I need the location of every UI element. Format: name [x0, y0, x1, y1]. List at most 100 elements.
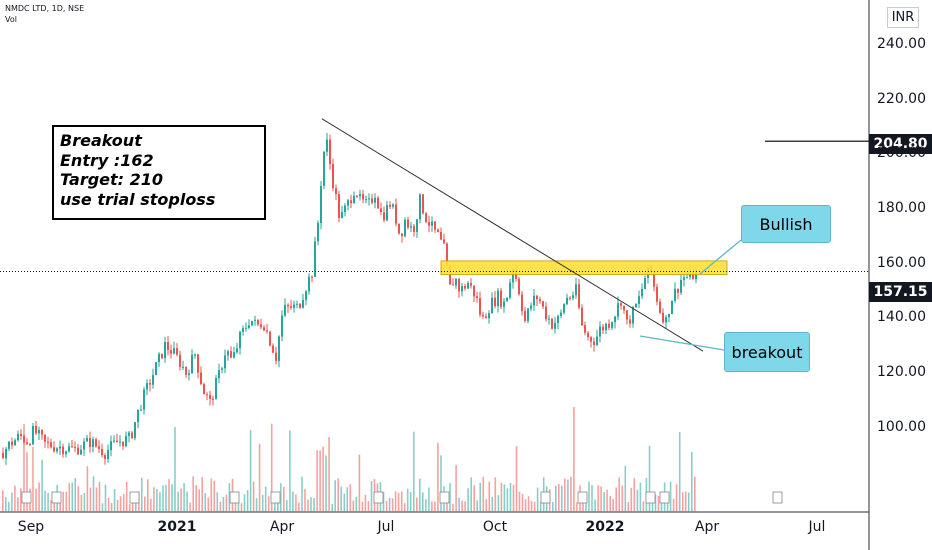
candle-body	[38, 430, 40, 434]
volume-bar	[687, 492, 690, 512]
volume-bar	[358, 454, 361, 512]
event-marker	[577, 491, 588, 504]
volume-bar	[672, 498, 675, 512]
candle-body	[41, 430, 43, 435]
volume-bar	[609, 495, 611, 512]
candle-body	[668, 313, 670, 318]
volume-bar	[252, 481, 255, 512]
volume-bar	[425, 499, 427, 512]
candle-body	[275, 352, 277, 361]
volume-bar	[14, 485, 16, 512]
volume-bar	[301, 476, 303, 512]
volume-bar	[186, 491, 188, 512]
volume-bar	[440, 455, 442, 512]
candle-body	[626, 310, 628, 320]
candle-body	[401, 233, 403, 237]
candle-body	[461, 286, 463, 292]
volume-bar	[561, 485, 563, 512]
volume-bar	[280, 483, 282, 512]
volume-bar	[615, 487, 617, 512]
candle-body	[665, 317, 667, 323]
volume-bar	[243, 494, 246, 512]
volume-bar	[122, 494, 125, 512]
candle-body	[320, 185, 322, 223]
volume-bar	[403, 503, 406, 512]
candle-body	[158, 353, 160, 363]
volume-bar	[313, 498, 315, 512]
volume-bar	[310, 497, 312, 512]
volume-bar	[128, 504, 131, 512]
candle-body	[614, 316, 616, 323]
candle-body	[188, 373, 190, 375]
volume-bar	[322, 446, 324, 512]
volume-bar	[295, 494, 297, 512]
candle-body	[584, 325, 586, 333]
volume-bar	[361, 501, 364, 512]
candle-body	[485, 316, 487, 319]
volume-bar	[50, 500, 52, 512]
volume-bar	[669, 481, 672, 512]
volume-bar	[222, 497, 225, 512]
volume-bar	[292, 491, 294, 512]
volume-bar	[555, 485, 557, 512]
volume-bar	[289, 430, 291, 512]
candle-body	[53, 447, 55, 452]
volume-bar	[267, 496, 270, 512]
candle-body	[413, 226, 415, 232]
candle-body	[659, 301, 661, 313]
candle-body	[437, 229, 439, 232]
volume-bar	[409, 492, 412, 512]
candle-body	[530, 305, 532, 309]
currency-button[interactable]: INR	[887, 7, 919, 28]
candle-body	[554, 322, 556, 329]
volume-bar	[86, 466, 89, 512]
candle-body	[467, 283, 469, 289]
candle-body	[176, 348, 178, 355]
volume-bar	[177, 491, 179, 512]
volume-bar	[564, 478, 566, 512]
candle-body	[263, 327, 265, 331]
candle-body	[605, 323, 607, 331]
candle-body	[341, 212, 343, 218]
volume-bar	[416, 497, 418, 512]
volume-bar	[219, 501, 222, 512]
candle-body	[692, 271, 694, 280]
volume-bar	[44, 490, 46, 512]
candle-body	[443, 239, 445, 244]
candle-body	[95, 439, 97, 447]
volume-bar	[678, 432, 681, 512]
candle-body	[92, 439, 94, 447]
volume-bar	[573, 407, 575, 512]
candle-body	[125, 435, 127, 447]
candle-body	[131, 432, 133, 438]
candle-body	[164, 342, 166, 359]
volume-bar	[234, 497, 237, 512]
volume-bar	[597, 485, 599, 512]
volume-bar	[684, 491, 687, 512]
volume-bar	[65, 491, 68, 512]
volume-bar	[533, 502, 536, 512]
candle-body	[431, 221, 433, 226]
volume-bar	[364, 494, 367, 512]
candle-body	[569, 297, 571, 299]
candle-body	[83, 441, 85, 450]
volume-bar	[585, 500, 587, 512]
candle-body	[416, 219, 418, 232]
candle-body	[611, 322, 613, 328]
candle-body	[548, 318, 550, 320]
volume-bar	[606, 489, 608, 512]
candle-body	[14, 440, 16, 446]
event-marker	[645, 491, 656, 504]
candle-body	[221, 368, 223, 370]
event-marker	[51, 491, 62, 504]
candle-body	[203, 384, 205, 395]
volume-bar	[74, 478, 77, 512]
volume-bar	[47, 492, 49, 512]
candle-body	[26, 442, 28, 444]
volume-bar	[38, 482, 40, 512]
event-marker	[21, 491, 32, 504]
volume-bar	[216, 492, 219, 512]
volume-bar	[228, 483, 231, 512]
volume-bar	[633, 478, 636, 512]
